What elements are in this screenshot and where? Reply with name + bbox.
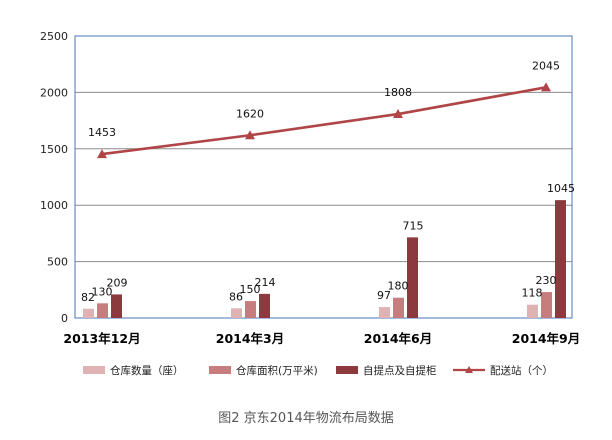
bar-1 (231, 308, 242, 318)
data-label: 230 (536, 274, 557, 287)
data-label: 715 (403, 219, 424, 232)
y-tick-label: 0 (61, 312, 68, 325)
data-label: 97 (377, 289, 391, 302)
bar-1 (527, 304, 538, 318)
x-tick-label: 2014年6月 (364, 331, 433, 346)
legend-marker (465, 366, 473, 373)
gridlines (74, 35, 573, 319)
plot-frame (74, 35, 573, 319)
legend: 仓库数量（座） 仓库面积(万平米) 自提点及自提柜 配送站（个） (83, 364, 553, 377)
y-tick-label: 500 (47, 256, 68, 269)
y-tick-label: 2000 (40, 86, 68, 99)
x-axis: 2013年12月 2014年3月 2014年6月 2014年9月 (63, 331, 580, 346)
bar-2 (245, 301, 256, 318)
legend-label: 配送站（个） (490, 364, 553, 377)
y-tick-label: 2500 (40, 30, 68, 43)
data-label: 1045 (547, 182, 575, 195)
bar-3 (111, 294, 122, 318)
y-tick-label: 1500 (40, 143, 68, 156)
data-label: 180 (388, 280, 409, 293)
data-label: 130 (92, 285, 113, 298)
line-point (393, 109, 403, 119)
legend-label: 自提点及自提柜 (363, 364, 437, 377)
bar-3 (259, 293, 270, 318)
bar-3 (407, 237, 418, 318)
x-tick-label: 2014年3月 (216, 331, 285, 346)
data-label: 82 (81, 291, 95, 304)
bar-2 (393, 297, 404, 318)
x-tick-label: 2014年9月 (512, 331, 581, 346)
legend-swatch (209, 366, 231, 374)
line-data-label: 2045 (532, 59, 560, 72)
bar-3 (555, 200, 566, 318)
line-data-label: 1453 (88, 126, 116, 139)
line-data-label: 1808 (384, 86, 412, 99)
bar-1 (83, 308, 94, 318)
data-label: 214 (255, 276, 276, 289)
figure-caption: 图2 京东2014年物流布局数据 (218, 411, 394, 426)
bars (83, 200, 566, 318)
data-label: 86 (229, 290, 243, 303)
y-tick-label: 1000 (40, 199, 68, 212)
data-label: 150 (240, 283, 261, 296)
legend-swatch (336, 366, 358, 374)
legend-label: 仓库数量（座） (110, 364, 184, 377)
line-series-path (101, 86, 547, 156)
data-label: 209 (107, 276, 128, 289)
line-point (541, 82, 551, 92)
bar-2 (97, 303, 108, 318)
line-data-label: 1620 (236, 107, 264, 120)
line-point (97, 149, 107, 159)
x-tick-label: 2013年12月 (63, 331, 140, 346)
y-axis: 0 500 1000 1500 2000 2500 (40, 30, 68, 325)
line-point (245, 130, 255, 140)
data-label: 118 (522, 287, 543, 300)
bar-2 (541, 292, 552, 318)
legend-swatch (83, 366, 105, 374)
legend-label: 仓库面积(万平米) (236, 364, 318, 377)
bar-1 (379, 307, 390, 318)
line-series (97, 82, 551, 159)
